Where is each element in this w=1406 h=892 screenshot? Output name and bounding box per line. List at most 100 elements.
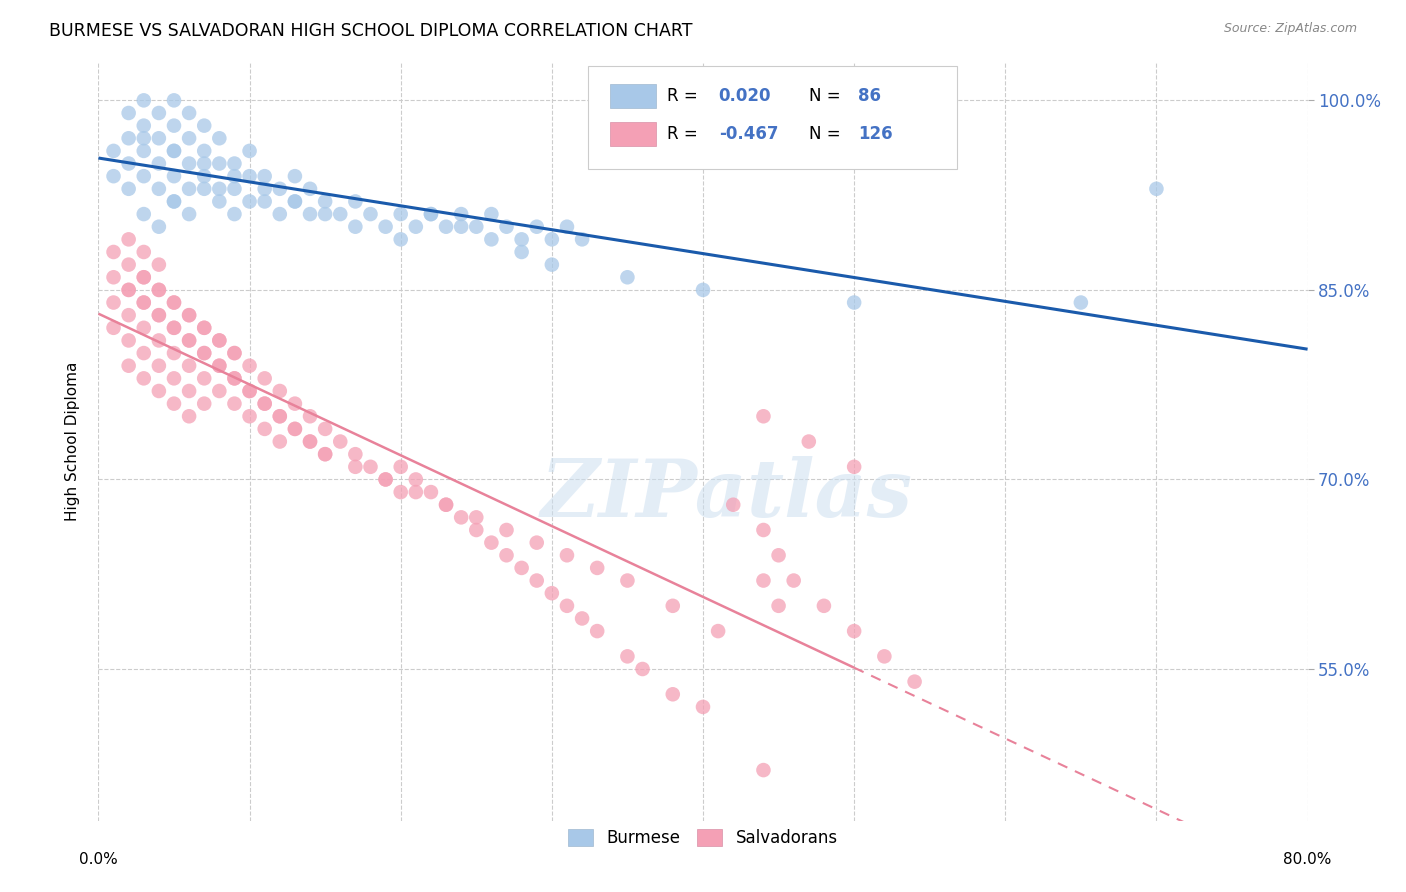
- Point: [208, 384, 231, 398]
- Point: [405, 485, 427, 500]
- Point: [284, 194, 307, 209]
- Point: [540, 586, 562, 600]
- Point: [132, 93, 155, 107]
- Point: [224, 396, 246, 410]
- Point: [284, 422, 307, 436]
- Point: [193, 346, 215, 360]
- Point: [132, 295, 155, 310]
- Text: 80.0%: 80.0%: [1284, 852, 1331, 867]
- Text: 126: 126: [858, 125, 893, 143]
- Point: [118, 232, 141, 246]
- Point: [374, 219, 396, 234]
- Point: [132, 244, 155, 259]
- Point: [118, 156, 141, 170]
- Point: [284, 169, 307, 184]
- Point: [586, 561, 609, 575]
- Point: [344, 447, 367, 461]
- Point: [208, 334, 231, 348]
- Point: [844, 624, 866, 639]
- Point: [314, 447, 336, 461]
- Point: [132, 169, 155, 184]
- Point: [481, 535, 503, 549]
- Point: [179, 131, 201, 145]
- Point: [132, 131, 155, 145]
- Point: [148, 156, 170, 170]
- Point: [797, 434, 820, 449]
- Point: [163, 346, 186, 360]
- Point: [374, 473, 396, 487]
- Point: [163, 169, 186, 184]
- Point: [389, 485, 412, 500]
- FancyBboxPatch shape: [610, 84, 655, 108]
- Point: [465, 510, 488, 524]
- Point: [692, 699, 714, 714]
- Point: [269, 384, 291, 398]
- Point: [148, 131, 170, 145]
- Point: [148, 219, 170, 234]
- Point: [193, 144, 215, 158]
- Point: [752, 523, 775, 537]
- Point: [284, 396, 307, 410]
- Point: [481, 232, 503, 246]
- Point: [389, 232, 412, 246]
- Legend: Burmese, Salvadorans: Burmese, Salvadorans: [561, 822, 845, 854]
- Point: [224, 371, 246, 385]
- Point: [405, 473, 427, 487]
- Point: [344, 194, 367, 209]
- Point: [132, 346, 155, 360]
- Point: [224, 346, 246, 360]
- Text: R =: R =: [666, 87, 697, 104]
- Point: [179, 182, 201, 196]
- Point: [269, 182, 291, 196]
- Point: [314, 447, 336, 461]
- FancyBboxPatch shape: [610, 121, 655, 145]
- Point: [571, 232, 593, 246]
- Point: [118, 258, 141, 272]
- Point: [405, 219, 427, 234]
- Point: [148, 359, 170, 373]
- Point: [269, 434, 291, 449]
- Point: [465, 523, 488, 537]
- Point: [193, 119, 215, 133]
- Point: [163, 295, 186, 310]
- Point: [163, 396, 186, 410]
- Point: [269, 409, 291, 424]
- Point: [224, 371, 246, 385]
- Point: [434, 498, 457, 512]
- Point: [132, 320, 155, 334]
- Point: [540, 232, 562, 246]
- Point: [103, 295, 125, 310]
- Point: [616, 574, 638, 588]
- Point: [299, 207, 322, 221]
- Point: [103, 244, 125, 259]
- Point: [752, 409, 775, 424]
- Point: [344, 219, 367, 234]
- Point: [314, 422, 336, 436]
- Point: [163, 144, 186, 158]
- Point: [179, 409, 201, 424]
- Point: [526, 535, 548, 549]
- Point: [148, 384, 170, 398]
- Point: [224, 156, 246, 170]
- Point: [132, 144, 155, 158]
- Point: [163, 144, 186, 158]
- Point: [163, 320, 186, 334]
- Point: [360, 207, 382, 221]
- Point: [631, 662, 654, 676]
- Point: [420, 207, 443, 221]
- Point: [132, 119, 155, 133]
- Point: [526, 574, 548, 588]
- Point: [420, 207, 443, 221]
- Point: [208, 359, 231, 373]
- Point: [224, 207, 246, 221]
- Point: [118, 359, 141, 373]
- Text: N =: N =: [810, 125, 841, 143]
- Point: [132, 371, 155, 385]
- Point: [253, 422, 276, 436]
- Point: [510, 561, 533, 575]
- Text: 0.020: 0.020: [718, 87, 772, 104]
- Point: [360, 459, 382, 474]
- Point: [179, 308, 201, 322]
- Point: [510, 244, 533, 259]
- Point: [555, 599, 578, 613]
